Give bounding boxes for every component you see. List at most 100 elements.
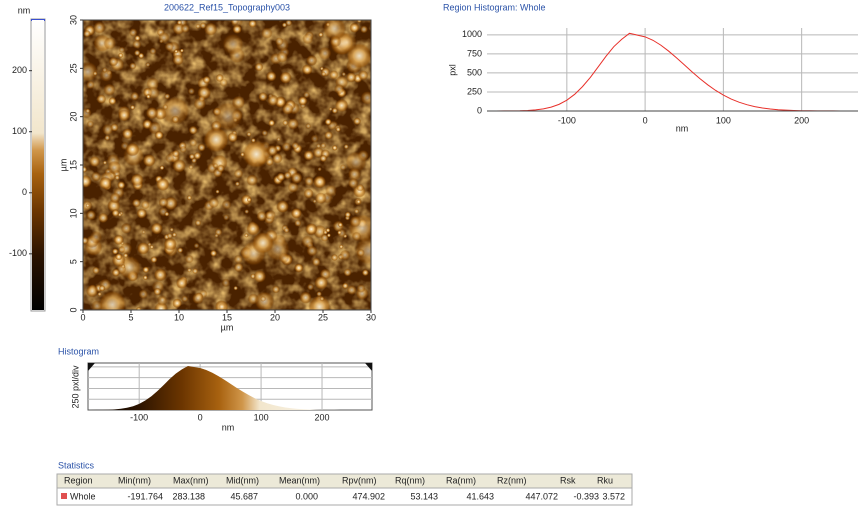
y-tick-label: 20 [68, 112, 78, 122]
y-axis-label: µm [58, 159, 68, 172]
grain [81, 237, 89, 245]
grain [313, 199, 317, 203]
table-cell: -0.393 [573, 491, 599, 501]
x-axis-label: µm [221, 322, 234, 332]
grain [345, 211, 352, 218]
table-header-cell: Rsk [560, 475, 576, 485]
table-cell: 53.143 [410, 491, 438, 501]
colorbar-tick-label: 0 [22, 187, 27, 197]
grain [185, 255, 194, 264]
grain [316, 143, 321, 148]
grain [294, 263, 303, 272]
grain [136, 208, 147, 219]
x-tick-label: 15 [222, 312, 232, 322]
table-header-cell: Min(nm) [118, 475, 151, 485]
page: {"colorbar": {"label": "nm", "ylim": [-1… [0, 0, 859, 508]
grain [306, 55, 317, 66]
grain [153, 288, 161, 296]
grain [164, 93, 170, 99]
grain [142, 230, 146, 234]
grain [110, 192, 121, 203]
grain [107, 161, 121, 175]
grain [129, 62, 136, 69]
grain [151, 222, 163, 234]
x-tick-label: 25 [318, 312, 328, 322]
grain [260, 296, 266, 302]
grain [357, 284, 366, 293]
grain [320, 296, 325, 301]
grain [358, 70, 368, 80]
colorbar-tick-label: 200 [12, 65, 27, 75]
grain [344, 144, 349, 149]
grain [99, 285, 106, 292]
grain [323, 230, 328, 235]
y-tick-label: 500 [467, 67, 482, 77]
table-header-cell: Rpv(nm) [342, 475, 377, 485]
grain [320, 155, 328, 163]
grain [324, 131, 333, 140]
grain [157, 295, 168, 306]
grain [194, 152, 202, 160]
grain [342, 283, 349, 290]
grain [332, 107, 338, 113]
grain [138, 289, 148, 299]
grain [244, 233, 248, 237]
table-header-cell: Rku [597, 475, 613, 485]
grain [222, 279, 231, 288]
grain [96, 94, 106, 104]
grain [305, 223, 317, 235]
grain [150, 256, 157, 263]
image-title: 200622_Ref15_Topography003 [164, 2, 290, 12]
grain [246, 174, 258, 186]
x-tick-label: 0 [80, 312, 85, 322]
grain [160, 165, 165, 170]
region-hist-plot [487, 28, 858, 111]
grain [102, 124, 114, 136]
grain [302, 33, 313, 44]
grain [291, 142, 299, 150]
grain [279, 72, 291, 84]
grain [314, 276, 328, 290]
grain [233, 286, 238, 291]
grain [354, 209, 359, 214]
x-axis-label: nm [222, 422, 235, 432]
x-tick-label: 100 [254, 412, 269, 422]
grain [104, 37, 117, 50]
grain [163, 104, 169, 110]
grain [165, 153, 174, 162]
grain [79, 175, 92, 188]
grain [172, 298, 182, 308]
grain [235, 181, 240, 186]
grain [83, 30, 91, 38]
grain [242, 140, 271, 169]
table-header-cell: Region [64, 475, 93, 485]
table-header-cell: Mid(nm) [226, 475, 259, 485]
grain [303, 150, 314, 161]
grain [252, 232, 275, 255]
colorbar-tick-label: -100 [9, 248, 27, 258]
grain [349, 23, 359, 33]
grain [120, 242, 132, 254]
grain [150, 245, 154, 249]
grain [129, 28, 138, 37]
grain [234, 169, 244, 179]
grain [103, 161, 107, 165]
grain [329, 70, 338, 79]
grain [265, 210, 276, 221]
grain [301, 235, 313, 247]
y-tick-label: 1000 [462, 29, 482, 39]
grain [356, 199, 361, 204]
grain [343, 268, 351, 276]
table-cell: 283.138 [172, 491, 205, 501]
x-tick-label: 20 [270, 312, 280, 322]
grain [171, 115, 179, 123]
grain [282, 103, 294, 115]
grain [118, 53, 123, 58]
grain [340, 250, 351, 261]
grain [89, 156, 100, 167]
grain [114, 175, 120, 181]
grain [350, 216, 362, 228]
grain [147, 86, 160, 99]
grain [336, 127, 341, 132]
grain [312, 258, 321, 267]
